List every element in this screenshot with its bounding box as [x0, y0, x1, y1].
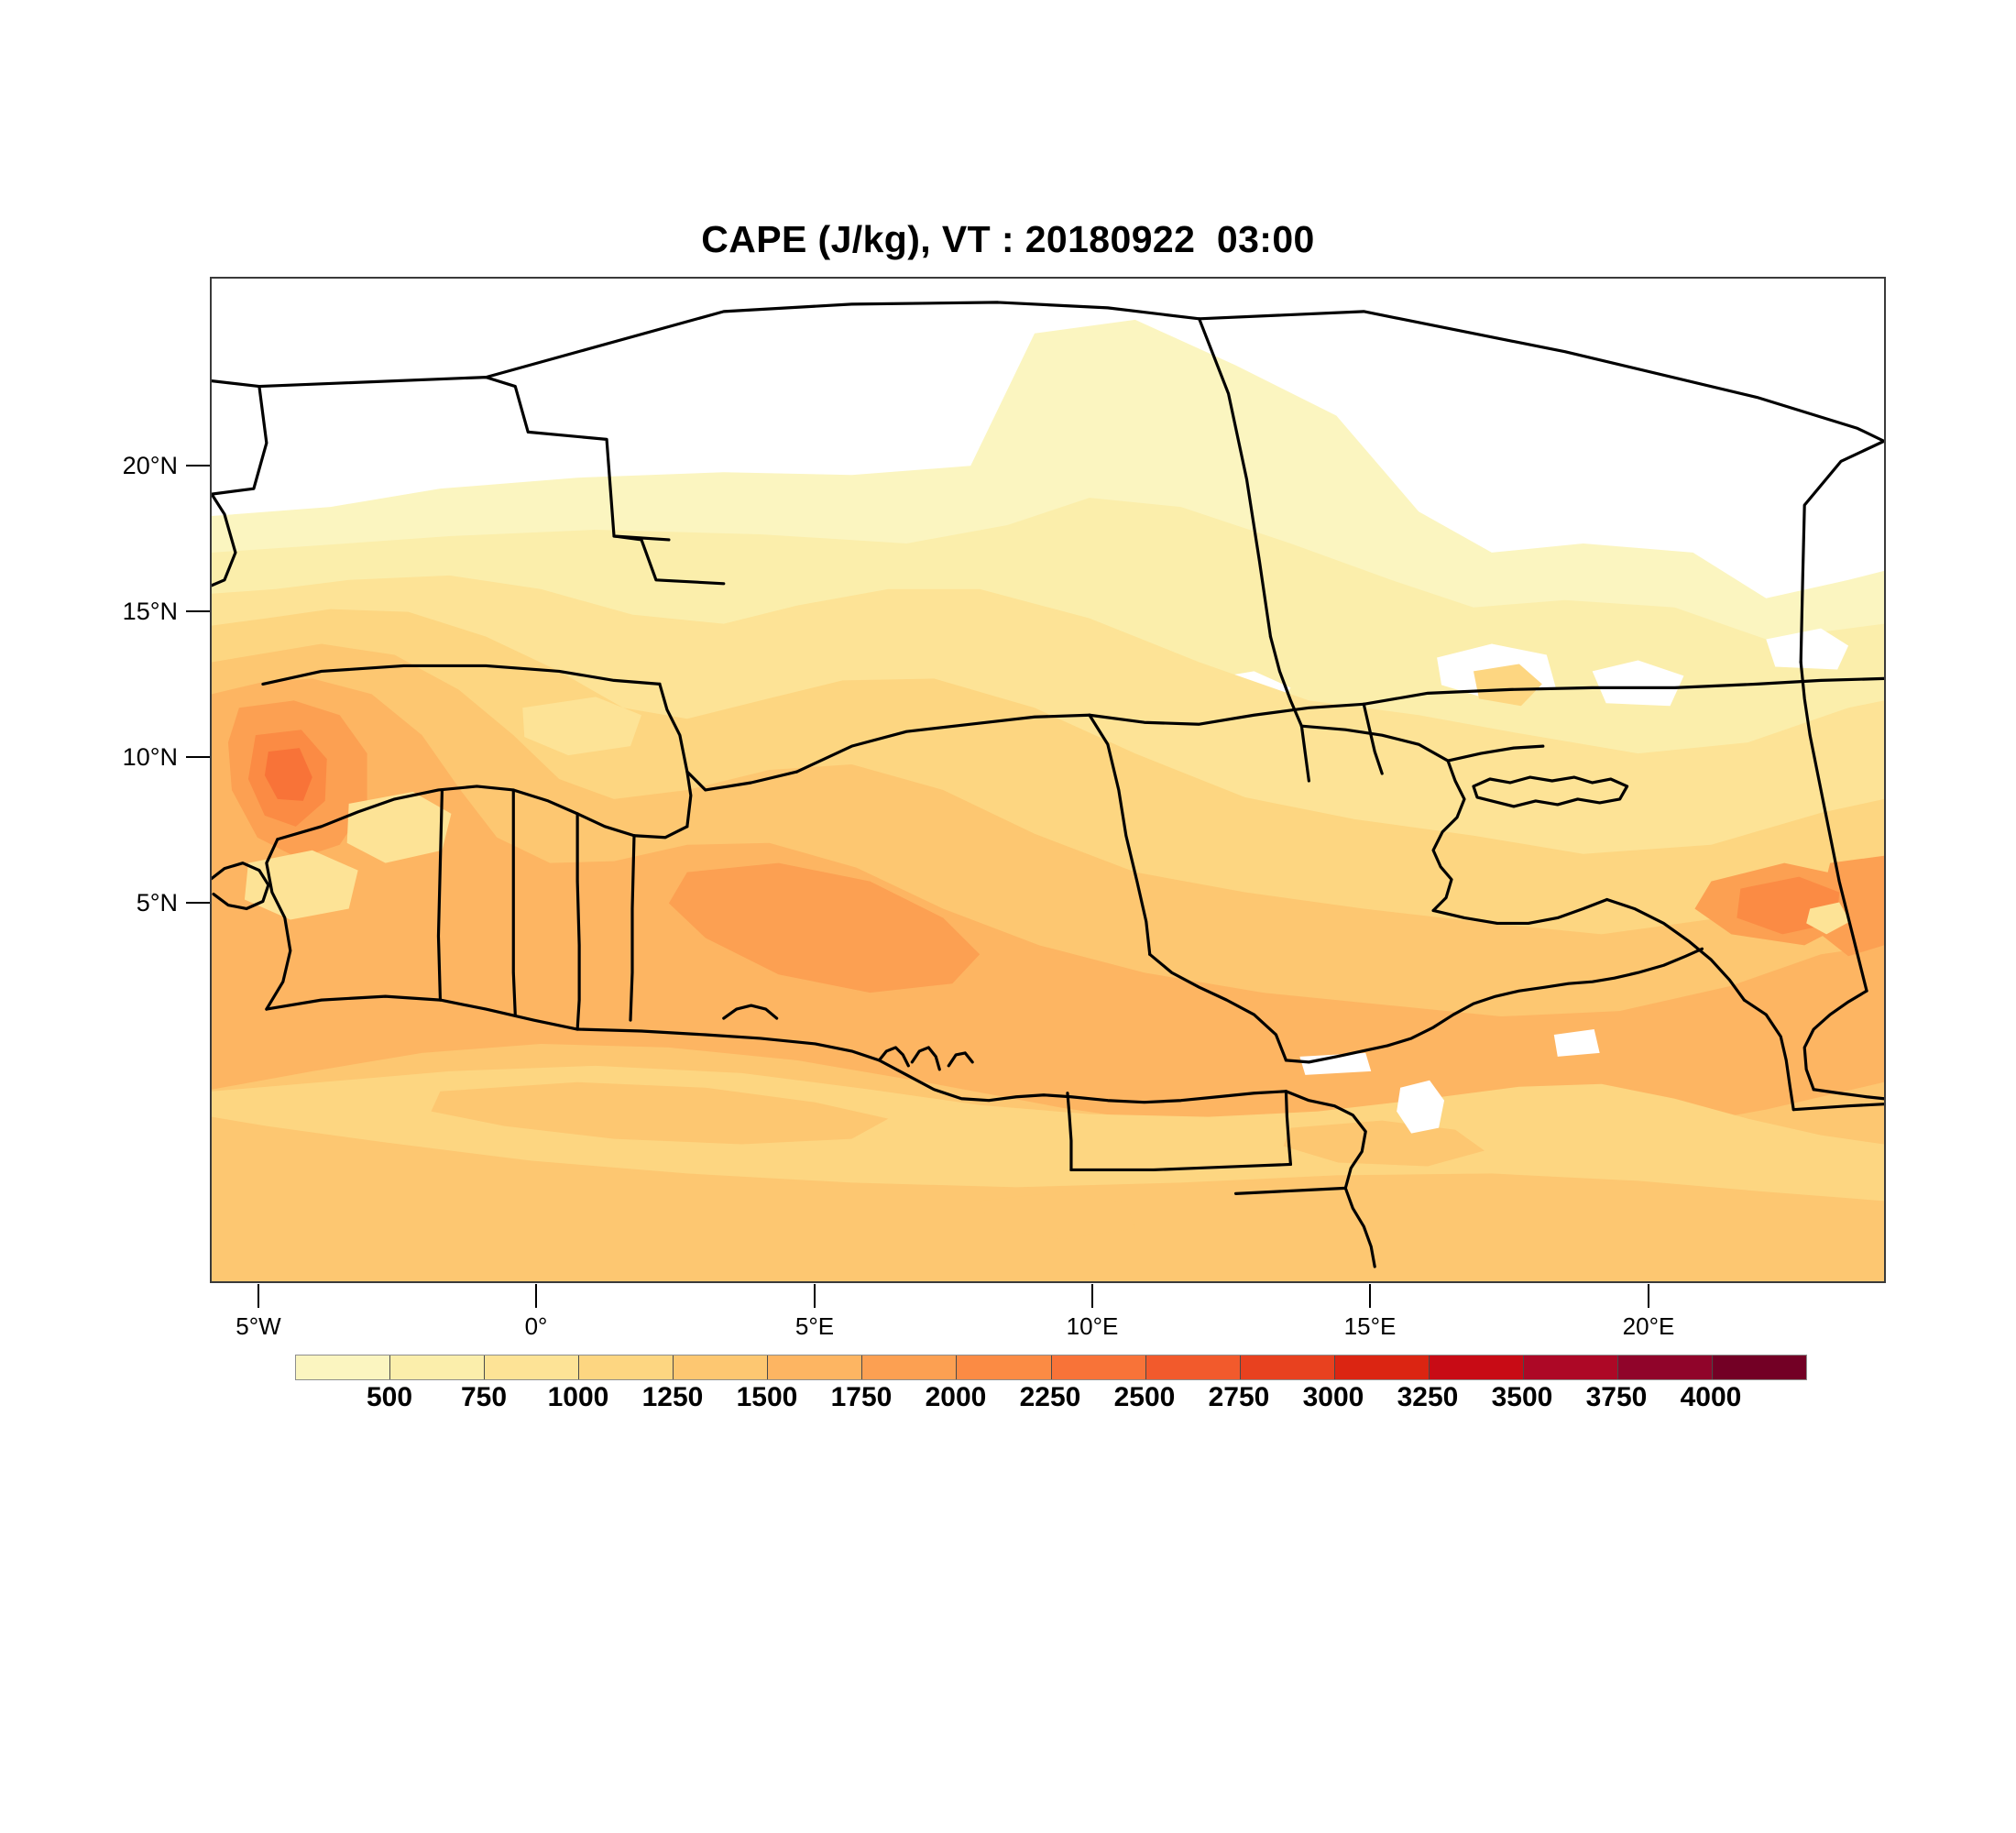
ytick-line-5N — [186, 902, 210, 904]
colorbar-label-4000: 4000 — [1680, 1382, 1742, 1412]
ytick-label-5N: 5°N — [136, 889, 178, 916]
colorbar-label-1750: 1750 — [830, 1382, 893, 1412]
colorbar-segment-3500 — [1523, 1356, 1618, 1379]
xtick-line-20E — [1648, 1284, 1649, 1308]
colorbar-segment-2000 — [957, 1356, 1052, 1379]
ytick-label-15N: 15°N — [122, 598, 178, 625]
colorbar-segment-3750 — [1617, 1356, 1713, 1379]
colorbar-segment-250 — [296, 1356, 391, 1379]
xtick-label-5E: 5°E — [794, 1312, 835, 1340]
colorbar-segment-500 — [390, 1356, 486, 1379]
colorbar-segment-1750 — [862, 1356, 958, 1379]
colorbar-segment-2750 — [1240, 1356, 1335, 1379]
ytick-label-10N: 10°N — [122, 743, 178, 771]
xtick-line-5W — [257, 1284, 259, 1308]
colorbar-segment-2500 — [1145, 1356, 1241, 1379]
colorbar-label-3250: 3250 — [1397, 1382, 1459, 1412]
colorbar-label-3500: 3500 — [1491, 1382, 1553, 1412]
colorbar-segment-3000 — [1334, 1356, 1430, 1379]
colorbar-label-2750: 2750 — [1208, 1382, 1270, 1412]
xtick-label-10E: 10°E — [1066, 1312, 1119, 1340]
ytick-line-20N — [186, 465, 210, 466]
xtick-line-5E — [814, 1284, 816, 1308]
xtick-label-5W: 5°W — [236, 1312, 281, 1340]
colorbar-segment-4000 — [1712, 1356, 1806, 1379]
xtick-label-15E: 15°E — [1343, 1312, 1397, 1340]
map-plot-area[interactable] — [210, 277, 1886, 1283]
ytick-label-20N: 20°N — [122, 452, 178, 479]
xtick-label-20E: 20°E — [1622, 1312, 1675, 1340]
ytick-line-10N — [186, 756, 210, 758]
colorbar-segment-1000 — [579, 1356, 674, 1379]
colorbar-segment-2250 — [1051, 1356, 1146, 1379]
colorbar-label-500: 500 — [366, 1382, 413, 1412]
colorbar-label-2250: 2250 — [1019, 1382, 1081, 1412]
cape-contour-field — [212, 279, 1884, 1281]
xtick-line-10E — [1091, 1284, 1093, 1308]
colorbar[interactable] — [295, 1355, 1807, 1380]
colorbar-segment-1500 — [768, 1356, 863, 1379]
colorbar-label-1500: 1500 — [736, 1382, 798, 1412]
colorbar-label-3000: 3000 — [1302, 1382, 1364, 1412]
ytick-line-15N — [186, 610, 210, 612]
colorbar-label-1000: 1000 — [547, 1382, 609, 1412]
colorbar-label-2000: 2000 — [925, 1382, 987, 1412]
xtick-line-0 — [535, 1284, 537, 1308]
colorbar-segment-1250 — [674, 1356, 769, 1379]
xtick-line-15E — [1369, 1284, 1371, 1308]
xtick-label-0: 0° — [524, 1312, 548, 1340]
colorbar-label-750: 750 — [460, 1382, 508, 1412]
colorbar-label-3750: 3750 — [1585, 1382, 1648, 1412]
colorbar-label-1250: 1250 — [641, 1382, 704, 1412]
country-borders-overlay — [212, 301, 1884, 1268]
page-title: CAPE (J/kg), VT : 20180922 03:00 — [701, 218, 1315, 260]
colorbar-segment-3250 — [1429, 1356, 1524, 1379]
colorbar-segment-750 — [485, 1356, 580, 1379]
colorbar-label-2500: 2500 — [1113, 1382, 1176, 1412]
